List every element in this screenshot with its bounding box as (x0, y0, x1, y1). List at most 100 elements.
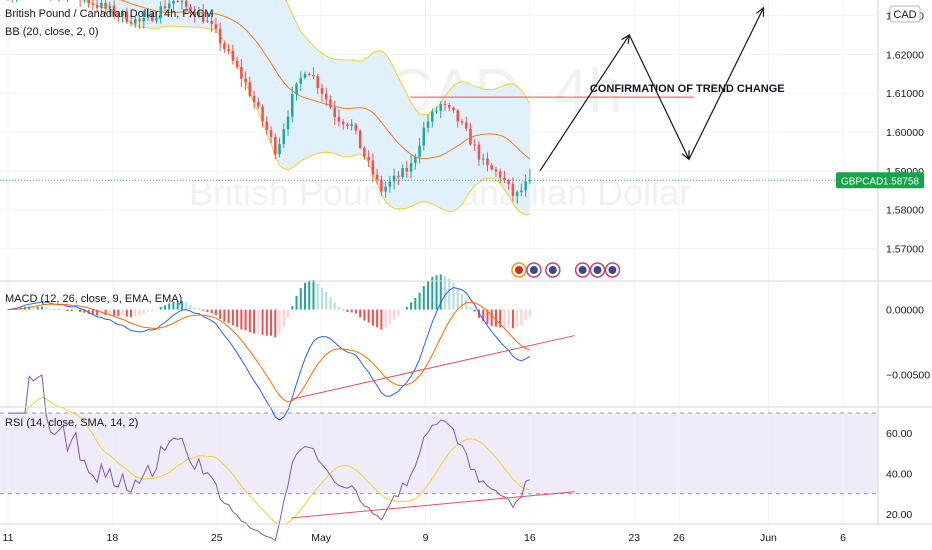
candle-body (316, 76, 320, 89)
candles (7, 0, 532, 204)
event-flag-inner (578, 266, 587, 274)
macd-histogram-bar (172, 301, 175, 310)
macd-histogram-bar (337, 307, 340, 310)
macd-histogram-bar (45, 307, 48, 310)
projection-path (539, 6, 765, 172)
macd-histogram-bar (499, 309, 502, 328)
macd-histogram-bar (465, 299, 468, 310)
candle-body (138, 19, 141, 22)
candle-body (134, 19, 137, 24)
candle-body (286, 116, 290, 130)
candle-body (405, 168, 409, 172)
candle-body (104, 2, 107, 9)
price-axis-label: 1.61000 (886, 88, 924, 100)
projection-segment (539, 34, 630, 172)
macd-histogram-bar (202, 309, 205, 311)
macd-histogram-bar (482, 309, 485, 322)
candle-body (414, 156, 417, 164)
time-axis-label: 18 (107, 532, 119, 544)
candle-body (439, 104, 443, 111)
x-axis[interactable]: 11 18 25 May 9 16 23 26 Jun 6 (3, 532, 847, 544)
rsi-indicator-label[interactable]: RSI (14, close, SMA, 14, 2) (5, 417, 138, 429)
macd-indicator-label[interactable]: MACD (12, 26, close, 9, EMA, EMA) (5, 293, 182, 305)
candle-body (418, 145, 421, 157)
macd-histogram-bar (79, 309, 82, 312)
event-flag-inner (593, 266, 602, 274)
candle-body (282, 129, 286, 145)
macd-histogram-bar (278, 309, 281, 335)
candle-body (520, 190, 523, 193)
candle-body (431, 111, 434, 122)
macd-histogram-bar (189, 304, 192, 310)
candle-body (265, 121, 269, 131)
time-axis-label: 16 (524, 532, 536, 544)
candle-body (486, 158, 489, 166)
candle-body (244, 78, 247, 83)
time-axis-label: 25 (211, 532, 223, 544)
candle-body (384, 186, 387, 192)
macd-histogram-bar (507, 309, 510, 328)
candle-body (490, 165, 493, 170)
macd-histogram-bar (376, 309, 379, 328)
macd-histogram-bar (214, 309, 217, 315)
macd-trendline (291, 335, 575, 400)
candle-body (189, 6, 192, 13)
candle-body (481, 158, 485, 160)
candle-body (206, 20, 209, 22)
macd-histogram-bar (359, 309, 362, 318)
macd-histogram-bar (414, 298, 417, 310)
macd-histogram-bar (520, 309, 523, 325)
macd-histogram-bar (134, 309, 137, 317)
macd-histogram-bar (469, 306, 472, 310)
candle-body (524, 181, 527, 191)
macd-histogram-bar (422, 285, 425, 310)
candle-body (214, 24, 218, 29)
candle-body (307, 73, 311, 76)
macd-histogram-bar (405, 307, 408, 310)
currency-badge-text: CAD (893, 9, 916, 21)
candle-body (447, 104, 451, 108)
time-axis-label: 6 (840, 532, 846, 544)
macd-histogram-bar (227, 309, 230, 324)
time-axis-label: 26 (673, 532, 685, 544)
candle-body (498, 171, 502, 178)
macd-histogram-bar (380, 309, 383, 330)
candle-body (443, 104, 447, 106)
macd-histogram-bar (528, 309, 531, 317)
macd-histogram-bar (291, 306, 294, 310)
macd-histogram-bar (108, 309, 111, 315)
macd-histogram-bar (393, 309, 396, 320)
candle-body (477, 144, 481, 160)
bb-indicator-label[interactable]: BB (20, close, 2, 0) (5, 26, 99, 38)
currency-badge[interactable] (889, 5, 921, 23)
macd-histogram-bar (236, 309, 239, 328)
candle-body (252, 95, 256, 103)
macd-axis-label: 0.00000 (886, 305, 924, 317)
macd-histogram-bar (401, 309, 404, 311)
candle-body (337, 117, 341, 122)
bb-band-fill (84, 0, 530, 215)
candle-body (257, 102, 260, 107)
candle-body (121, 11, 124, 16)
macd-histogram-bar (83, 309, 86, 313)
candle-body (278, 144, 281, 155)
candle-body (367, 156, 370, 161)
candle-body (456, 110, 460, 122)
candle-body (460, 121, 464, 123)
candle-body (201, 11, 205, 22)
macd-histogram-bar (494, 309, 497, 327)
candle-body (108, 5, 112, 9)
candle-body (528, 180, 532, 182)
candle-body (240, 66, 243, 79)
candle-body (159, 6, 163, 18)
rsi-axis-label: 40.00 (886, 469, 912, 481)
projection-segment (688, 7, 765, 160)
candle-body (231, 50, 235, 61)
macd-histogram-bar (363, 309, 366, 321)
candle-body (464, 122, 468, 129)
price-axis-label: 1.62000 (886, 49, 924, 61)
macd-histogram-bar (516, 309, 519, 328)
candle-body (333, 107, 336, 118)
rsi-axis-label: 60.00 (886, 428, 912, 440)
bb-upper-line (285, 0, 531, 116)
